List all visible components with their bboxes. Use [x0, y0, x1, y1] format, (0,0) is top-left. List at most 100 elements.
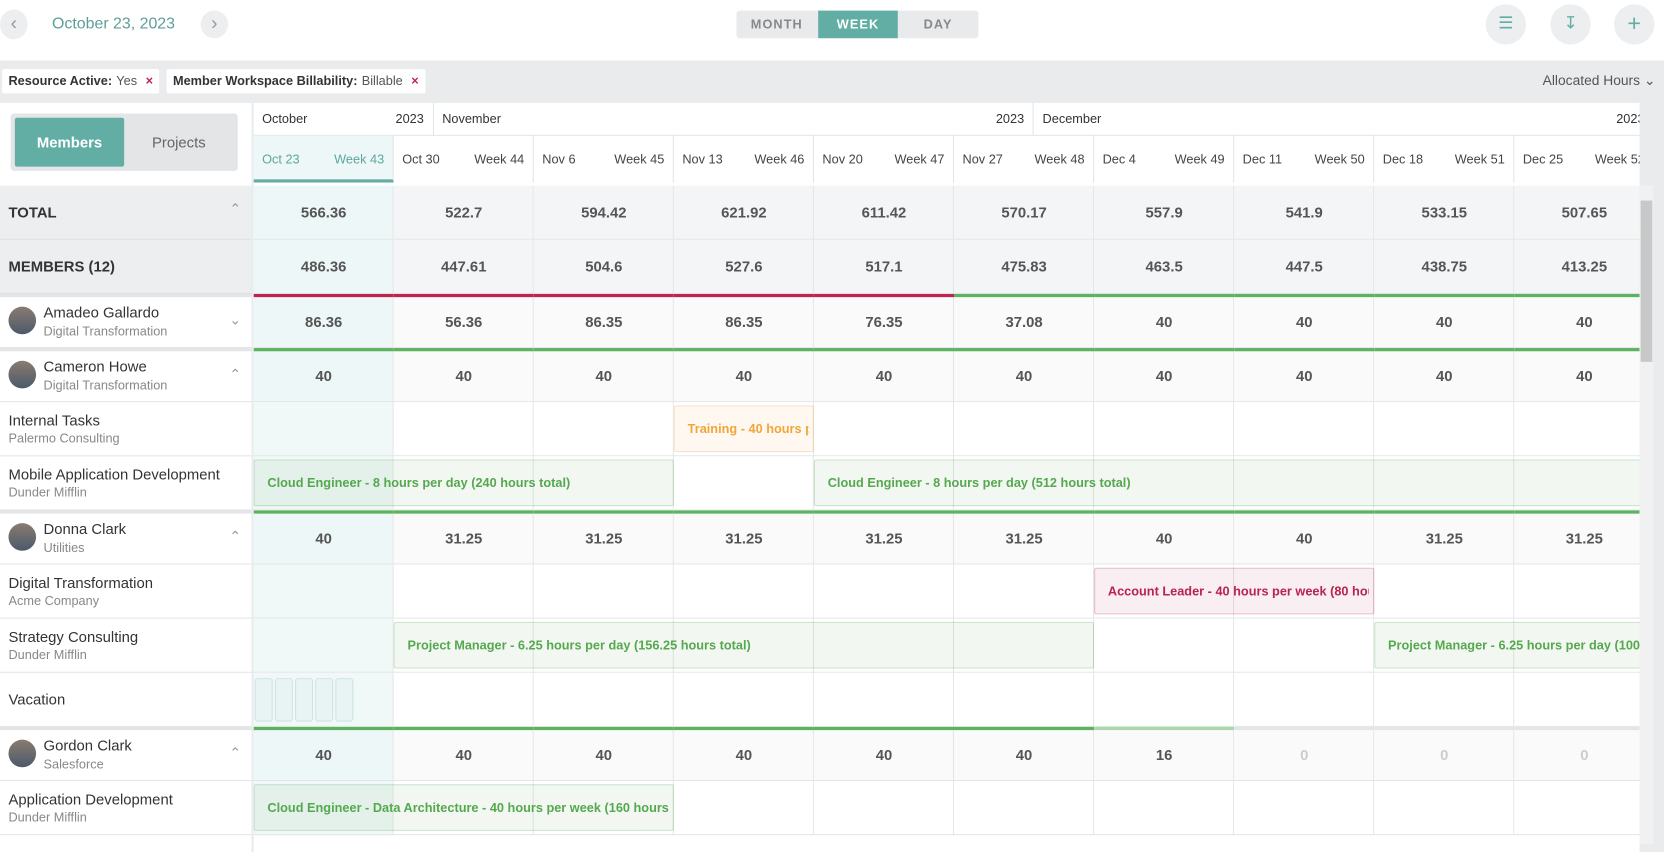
booking[interactable]: Training - 40 hours p — [673, 405, 814, 453]
capacity-bar — [673, 293, 814, 298]
booking-label: Cloud Engineer - 8 hours per day (512 ho… — [827, 475, 1131, 491]
value-cell: 522.7 — [393, 185, 534, 240]
booking[interactable]: Cloud Engineer - 8 hours per day (512 ho… — [813, 459, 1640, 507]
hours-value: 40 — [455, 746, 473, 764]
toggle-members[interactable]: Members — [14, 117, 125, 167]
expand-toggle[interactable]: ⌃ — [229, 366, 241, 383]
hours-value: 16 — [1155, 746, 1173, 764]
filter-chip[interactable]: Resource Active: Yes × — [2, 68, 160, 94]
current-date[interactable]: October 23, 2023 — [51, 14, 176, 33]
empty-cell — [1374, 456, 1515, 511]
value-cell: 507.65 — [1514, 185, 1640, 240]
week-cell[interactable]: Nov 20 Week 47 — [814, 135, 955, 183]
booking[interactable]: Cloud Engineer - Data Architecture - 40 … — [253, 784, 674, 831]
empty-cell — [1094, 618, 1235, 673]
hours-value: 40 — [315, 367, 332, 385]
empty-cell — [533, 402, 674, 457]
view-tab[interactable]: MONTH — [750, 16, 803, 32]
empty-cell — [813, 618, 955, 673]
hours-value: 533.15 — [1421, 203, 1468, 221]
capacity-bar — [1374, 348, 1515, 352]
week-cell[interactable]: Dec 25 Week 52 — [1514, 136, 1640, 183]
booking-label: Account Leader - 40 hours per week (80 h… — [1107, 583, 1369, 599]
scroll-thumb[interactable] — [1640, 200, 1653, 362]
week-number: Week 44 — [474, 151, 525, 167]
value-cell: 438.75 — [1374, 239, 1515, 294]
toggle-projects[interactable]: Projects — [151, 133, 206, 151]
hours-value: 463.5 — [1145, 257, 1183, 275]
capacity-bar — [1234, 293, 1375, 298]
next-button[interactable]: › — [200, 10, 229, 39]
empty-cell — [813, 564, 955, 619]
value-cell: 557.9 — [1094, 185, 1235, 240]
booking[interactable]: Cloud Engineer - 8 hours per day (240 ho… — [253, 459, 674, 507]
empty-cell — [393, 672, 534, 727]
expand-toggle[interactable]: ⌃ — [229, 744, 241, 761]
expand-toggle[interactable]: ⌄ — [229, 311, 241, 328]
value-cell: 40 — [1234, 293, 1375, 349]
week-cell[interactable]: Dec 11 Week 50 — [1234, 135, 1375, 183]
view-tab[interactable]: DAY — [923, 16, 953, 32]
value-cell: 40 — [813, 348, 955, 403]
view-tab-active[interactable]: WEEK — [818, 10, 898, 39]
hours-value: 40 — [315, 746, 332, 764]
avatar — [8, 523, 37, 551]
week-number: Week 52 — [1594, 151, 1640, 167]
settings-button[interactable]: ☰ — [1485, 4, 1527, 45]
empty-cell — [673, 618, 814, 673]
member-name: Cameron Howe — [43, 357, 147, 375]
week-cell[interactable]: Dec 18 Week 51 — [1374, 135, 1515, 183]
project-name: Strategy Consulting — [8, 628, 139, 646]
booking[interactable]: Project Manager - 6.25 hours per day (10… — [1374, 621, 1640, 669]
week-cell[interactable]: Dec 4 Week 49 — [1094, 135, 1235, 183]
hours-value: 40 — [1015, 746, 1033, 764]
hours-value: 40 — [595, 367, 613, 385]
booking[interactable]: Account Leader - 40 hours per week (80 h… — [1094, 567, 1375, 615]
filter-remove[interactable]: × — [411, 73, 419, 89]
empty-cell — [1514, 618, 1640, 673]
week-cell[interactable]: Oct 30 Week 44 — [394, 135, 534, 183]
download-button[interactable]: ↧ — [1550, 4, 1591, 45]
value-cell: 40 — [253, 348, 394, 403]
empty-cell — [533, 456, 674, 511]
vacation-block — [274, 678, 293, 722]
value-cell: 37.08 — [954, 293, 1095, 349]
measure-select[interactable]: Allocated Hours ⌄ — [1542, 72, 1656, 89]
filter-remove[interactable]: × — [145, 73, 154, 89]
empty-cell — [1234, 402, 1375, 457]
member-team: Utilities — [43, 540, 85, 556]
hours-value: 475.83 — [1001, 257, 1047, 275]
week-cell[interactable]: Oct 23 Week 43 — [253, 135, 394, 183]
capacity-bar — [533, 348, 674, 352]
hours-value: 31.25 — [1005, 529, 1043, 547]
empty-cell — [813, 402, 955, 457]
value-cell: 40 — [1094, 348, 1235, 403]
booking[interactable]: Project Manager - 6.25 hours per day (15… — [393, 621, 1095, 669]
project-row: Mobile Application Development Dunder Mif… — [0, 456, 252, 511]
value-cell: 541.9 — [1234, 185, 1375, 240]
group-row-label: MEMBERS (12) — [8, 257, 115, 275]
filter-chip[interactable]: Member Workspace Billability: Billable × — [166, 68, 426, 94]
hours-value: 594.42 — [581, 203, 627, 221]
value-cell: 40 — [954, 726, 1095, 782]
week-number: Week 50 — [1314, 151, 1365, 167]
week-cell[interactable]: Nov 13 Week 46 — [674, 135, 814, 183]
week-cell[interactable]: Nov 6 Week 45 — [534, 135, 674, 183]
value-cell: 40 — [1234, 348, 1375, 403]
collapse-all[interactable]: ⌃ — [229, 200, 241, 217]
capacity-bar — [1234, 726, 1375, 731]
month-name: October — [262, 111, 308, 127]
empty-cell — [673, 781, 814, 836]
week-cell[interactable]: Nov 27 Week 48 — [954, 135, 1095, 183]
add-button[interactable]: + — [1614, 4, 1655, 45]
expand-toggle[interactable]: ⌃ — [229, 528, 241, 545]
member-team: Digital Transformation — [43, 377, 168, 393]
prev-button[interactable]: ‹ — [0, 9, 28, 40]
hours-value: 31.25 — [1425, 529, 1463, 547]
project-row: Strategy Consulting Dunder Mifflin — [0, 619, 252, 673]
empty-cell — [673, 456, 814, 511]
week-date: Dec 4 — [1102, 151, 1136, 167]
capacity-bar — [1374, 726, 1515, 731]
empty-cell — [1374, 672, 1515, 727]
